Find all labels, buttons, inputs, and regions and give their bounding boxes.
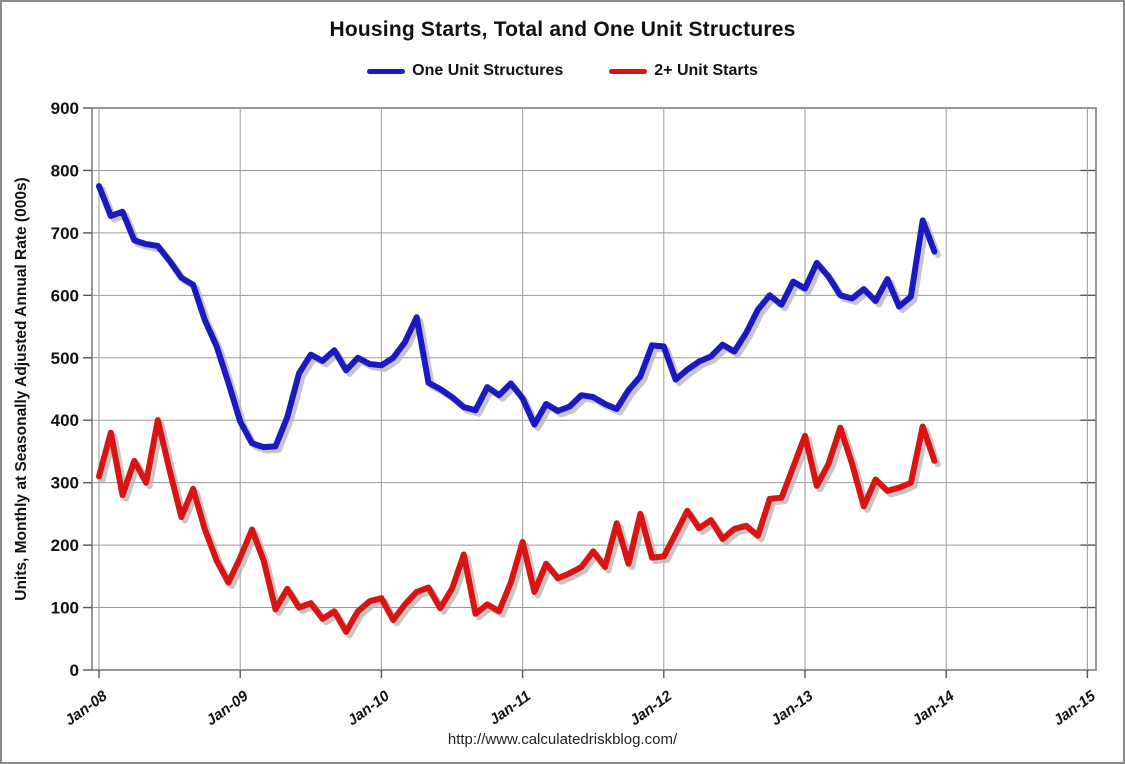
svg-text:100: 100 bbox=[51, 599, 79, 618]
svg-text:500: 500 bbox=[51, 349, 79, 368]
two-plus-unit-line-swatch-icon bbox=[609, 68, 648, 74]
legend-item-one-unit: One Unit Structures bbox=[367, 62, 563, 80]
svg-text:Jan-10: Jan-10 bbox=[344, 687, 393, 729]
legend-label-one-unit: One Unit Structures bbox=[412, 62, 564, 79]
source-url-text: http://www.calculatedriskblog.com/ bbox=[447, 731, 678, 748]
svg-text:800: 800 bbox=[51, 161, 79, 180]
one-unit-line-swatch-icon bbox=[367, 68, 406, 74]
svg-text:0: 0 bbox=[70, 661, 79, 680]
svg-text:400: 400 bbox=[51, 411, 79, 430]
svg-text:Jan-12: Jan-12 bbox=[627, 687, 676, 729]
svg-text:300: 300 bbox=[51, 474, 79, 493]
svg-text:600: 600 bbox=[51, 286, 79, 305]
svg-text:Jan-15: Jan-15 bbox=[1050, 687, 1099, 729]
chart-legend: One Unit Structures 2+ Unit Starts bbox=[2, 62, 1123, 80]
svg-text:Jan-11: Jan-11 bbox=[486, 687, 534, 728]
svg-text:Units, Monthly at Seasonally A: Units, Monthly at Seasonally Adjusted An… bbox=[13, 177, 30, 600]
chart-title: Housing Starts, Total and One Unit Struc… bbox=[329, 18, 796, 41]
svg-text:Jan-14: Jan-14 bbox=[909, 687, 958, 729]
svg-text:900: 900 bbox=[51, 99, 79, 118]
svg-text:Jan-09: Jan-09 bbox=[203, 687, 252, 729]
svg-text:200: 200 bbox=[51, 536, 79, 555]
svg-text:Jan-13: Jan-13 bbox=[768, 687, 817, 729]
svg-text:Jan-08: Jan-08 bbox=[62, 687, 111, 729]
svg-text:700: 700 bbox=[51, 224, 79, 243]
legend-item-two-plus-unit: 2+ Unit Starts bbox=[609, 62, 758, 80]
legend-label-two-plus-unit: 2+ Unit Starts bbox=[654, 62, 758, 79]
